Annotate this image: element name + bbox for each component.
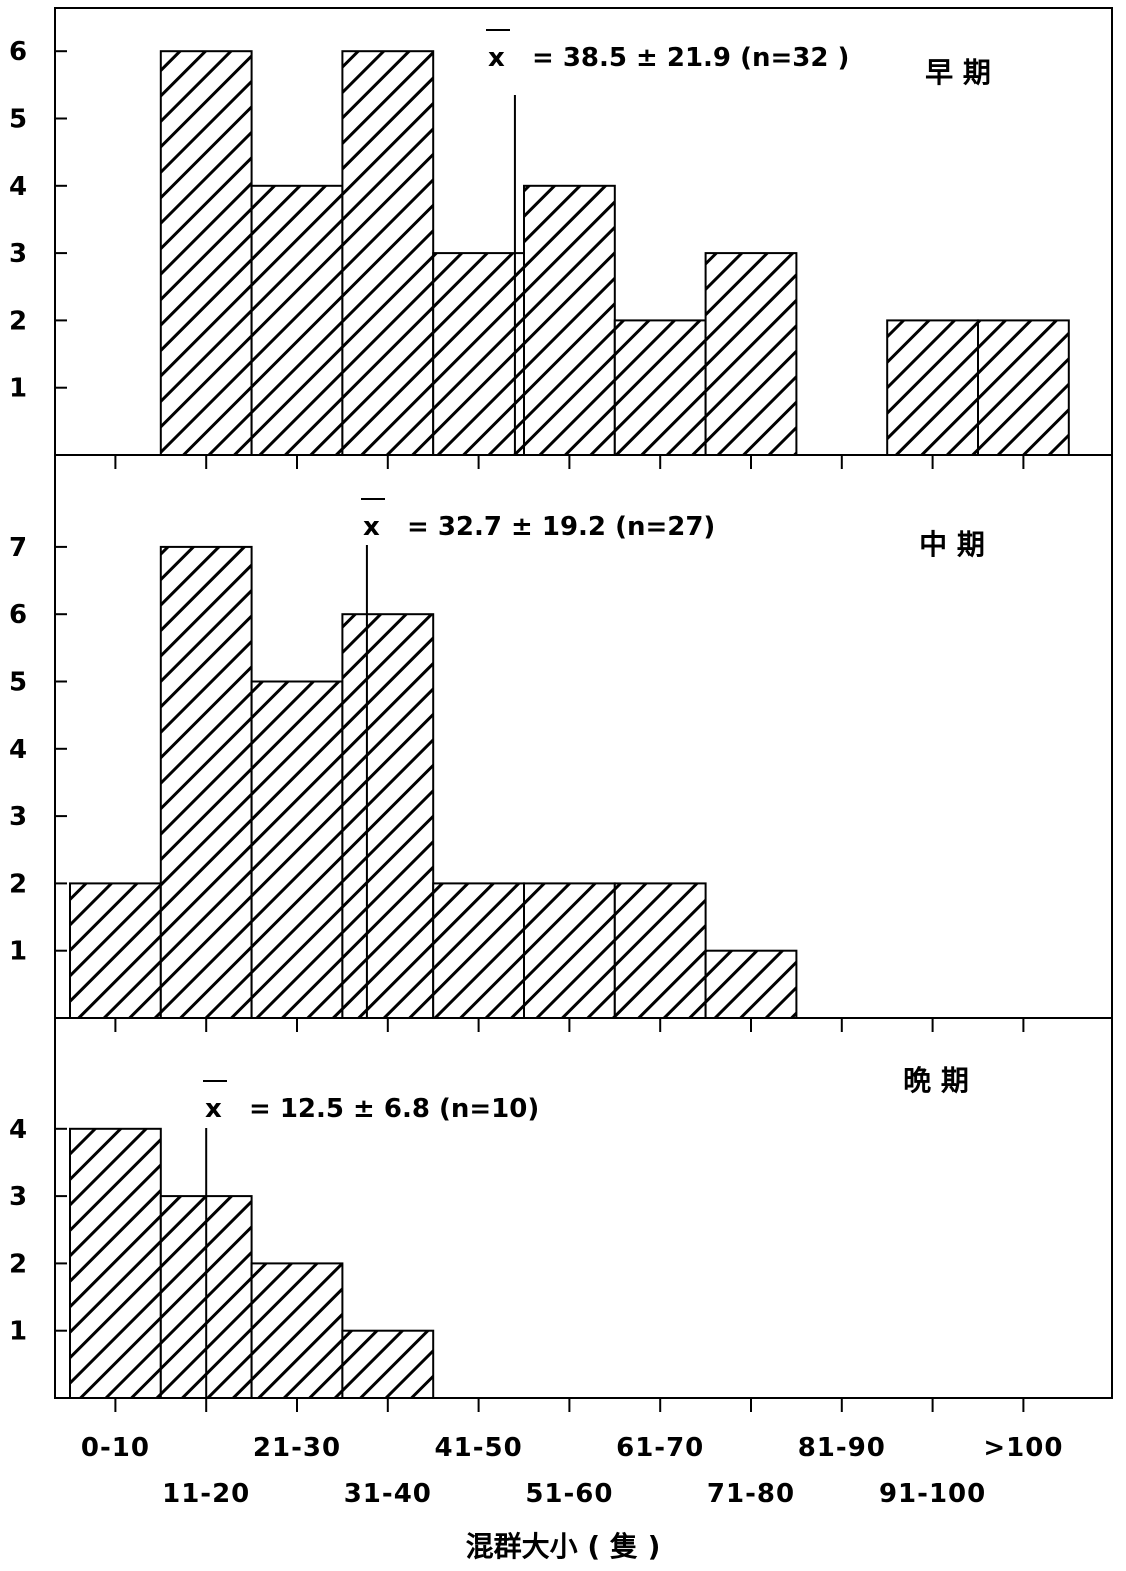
histogram-bar (613, 319, 707, 456)
mean-stats-label: = 32.7 ± 19.2 (n=27) (407, 512, 715, 542)
period-label: 晩 期 (903, 1064, 969, 1097)
y-tick-label: 5 (9, 105, 27, 135)
panel-frame (54, 1017, 1113, 1399)
y-tick-label: 1 (9, 937, 27, 967)
mean-stats-label: = 12.5 ± 6.8 (n=10) (249, 1094, 539, 1124)
y-tick-label: 4 (9, 1115, 27, 1145)
histogram-bar (159, 50, 253, 456)
y-tick-label: 4 (9, 735, 27, 765)
y-tick-label: 3 (9, 239, 27, 269)
histogram-bar (341, 1329, 435, 1399)
x-category-label: >100 (983, 1433, 1063, 1463)
histogram-bar (341, 613, 435, 1019)
y-tick-label: 7 (9, 533, 27, 563)
histogram-bar (432, 882, 526, 1020)
period-label: 早 期 (925, 56, 991, 89)
x-axis-title: 混群大小 ( 隻 ) (466, 1530, 661, 1563)
histogram-bar (977, 319, 1070, 456)
x-category-label: 41-50 (435, 1433, 523, 1463)
histogram-bar (704, 949, 798, 1020)
x-axis-labels: 0-10 21-30 41-50 61-70 81-90 >100 11-20 31-40 5… (81, 1433, 1063, 1509)
histogram-panel: 1 2 3 4 5 6 x = 38.5 ± 21.9 (n=32 ) 早 期 (9, 7, 1113, 469)
x-category-label: 51-60 (525, 1479, 613, 1509)
histogram-bar (69, 1127, 162, 1400)
histogram-panel: 1 2 3 4 5 6 7 x = 32.7 ± 19.2 (n=27) 中 期 (9, 454, 1113, 1032)
x-category-label: 61-70 (616, 1433, 704, 1463)
chart-panels: 1 2 3 4 5 6 x = 38.5 ± 21.9 (n=32 ) 早 期 1 2 3 4 5 6 7 x =… (9, 7, 1113, 1412)
histogram-bar (341, 50, 435, 456)
histogram-bar (159, 545, 253, 1020)
y-tick-label: 2 (9, 1249, 27, 1279)
histogram-bar (250, 184, 344, 457)
y-tick-label: 6 (9, 37, 27, 67)
histogram-bar (613, 882, 707, 1020)
y-tick-label: 1 (9, 1317, 27, 1347)
period-label: 中 期 (919, 528, 985, 561)
histogram-panel: 1 2 3 4 x = 12.5 ± 6.8 (n=10) 晩 期 (9, 1017, 1113, 1412)
x-category-label: 71-80 (707, 1479, 795, 1509)
histogram-bar (886, 319, 980, 456)
histogram-bar (704, 252, 798, 456)
y-tick-label: 2 (9, 869, 27, 899)
y-tick-label: 2 (9, 306, 27, 336)
y-tick-label: 3 (9, 802, 27, 832)
y-tick-label: 3 (9, 1182, 27, 1212)
histogram-bar (250, 680, 344, 1019)
x-category-label: 31-40 (344, 1479, 432, 1509)
histogram-bar (523, 184, 616, 457)
histogram-bar (523, 882, 616, 1020)
y-tick-label: 1 (9, 374, 27, 404)
histogram-bar (432, 252, 526, 456)
mean-symbol: x (488, 43, 505, 73)
y-tick-label: 4 (9, 172, 27, 202)
x-category-label: 81-90 (798, 1433, 886, 1463)
x-category-label: 91-100 (879, 1479, 986, 1509)
y-tick-label: 5 (9, 668, 27, 698)
histogram-bar (250, 1262, 344, 1400)
mean-stats-label: = 38.5 ± 21.9 (n=32 ) (532, 43, 849, 73)
x-category-label: 11-20 (162, 1479, 250, 1509)
mean-symbol: x (363, 512, 380, 542)
histogram-bar (69, 882, 162, 1020)
x-category-label: 21-30 (253, 1433, 341, 1463)
y-tick-label: 6 (9, 600, 27, 630)
mean-symbol: x (205, 1094, 222, 1124)
x-category-label: 0-10 (81, 1433, 150, 1463)
